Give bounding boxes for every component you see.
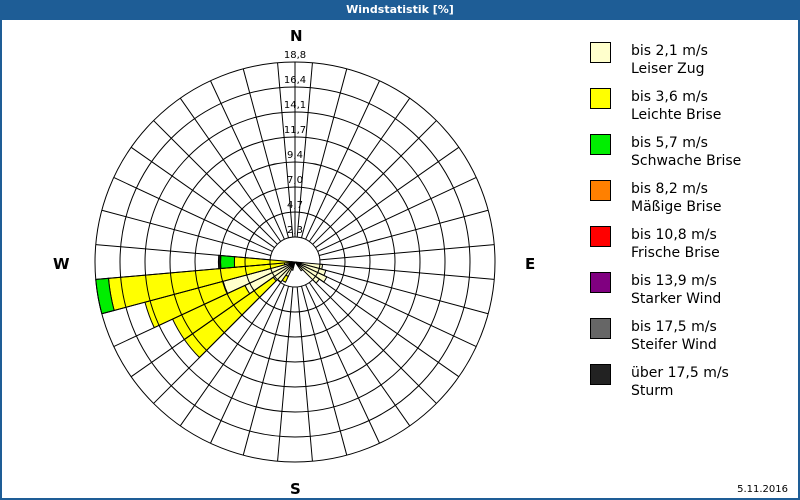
- legend-range: bis 2,1 m/s: [631, 43, 708, 59]
- grid-spoke: [179, 97, 282, 242]
- grid-spoke: [308, 97, 411, 242]
- grid-spoke: [101, 209, 271, 257]
- grid-spoke: [210, 80, 285, 240]
- radial-tick-label: 4,7: [287, 200, 303, 211]
- grid-spoke: [101, 267, 271, 315]
- grid-spoke: [300, 68, 348, 238]
- grid-spoke: [210, 284, 285, 444]
- legend-name: Schwache Brise: [631, 153, 742, 169]
- grid-spoke: [319, 209, 489, 257]
- radial-tick-label: 16,4: [284, 75, 306, 86]
- compass-north-label: N: [290, 27, 303, 45]
- date-label: 5.11.2016: [737, 484, 788, 495]
- legend-name: Leiser Zug: [631, 61, 705, 77]
- grid-spoke: [242, 286, 290, 456]
- wind-wedge: [220, 254, 236, 270]
- grid-spoke: [130, 275, 275, 378]
- legend-swatch: [590, 364, 611, 385]
- grid-spoke: [242, 68, 290, 238]
- grid-spoke: [153, 120, 278, 245]
- grid-spoke: [300, 286, 348, 456]
- grid-spoke: [113, 177, 273, 252]
- grid-spoke: [277, 62, 294, 238]
- grid-spoke: [319, 244, 495, 261]
- wind-wedge: [294, 261, 304, 272]
- radial-tick-label: 7,0: [287, 175, 303, 186]
- radial-tick-label: 9,4: [287, 150, 303, 161]
- legend-swatch: [590, 88, 611, 109]
- legend-name: Frische Brise: [631, 245, 720, 261]
- wind-rose-chart: 2,3 4,7 7,0 9,4 11,7 14,1 16,4 18,8: [94, 50, 496, 463]
- legend-range: bis 3,6 m/s: [631, 89, 708, 105]
- grid-spoke: [95, 263, 271, 280]
- grid-spoke: [317, 272, 477, 347]
- legend-swatch: [590, 180, 611, 201]
- legend-range: bis 17,5 m/s: [631, 319, 717, 335]
- legend-range: bis 13,9 m/s: [631, 273, 717, 289]
- legend-swatch: [590, 226, 611, 247]
- grid-spoke: [296, 286, 313, 462]
- legend-swatch: [590, 134, 611, 155]
- compass-east-label: E: [525, 255, 536, 273]
- grid-spoke: [179, 282, 282, 427]
- grid-spoke: [319, 267, 489, 315]
- compass-west-label: W: [53, 255, 70, 273]
- grid-spoke: [308, 282, 411, 427]
- grid-spoke: [296, 62, 313, 238]
- legend-name: Steifer Wind: [631, 337, 717, 353]
- radial-tick-label: 14,1: [284, 100, 306, 111]
- legend-swatch: [590, 318, 611, 339]
- legend-range: bis 10,8 m/s: [631, 227, 717, 243]
- radial-tick-label: 2,3: [287, 225, 303, 236]
- grid-spoke: [319, 263, 495, 280]
- legend-swatch: [590, 42, 611, 63]
- grid-spoke: [315, 146, 460, 249]
- grid-spoke: [130, 146, 275, 249]
- legend-name: Sturm: [631, 383, 674, 399]
- legend-range: bis 5,7 m/s: [631, 135, 708, 151]
- legend-name: Starker Wind: [631, 291, 722, 307]
- grid-spoke: [153, 279, 278, 404]
- grid-spoke: [315, 275, 460, 378]
- grid-spoke: [277, 286, 294, 462]
- grid-spoke: [305, 284, 380, 444]
- legend-name: Leichte Brise: [631, 107, 722, 123]
- grid-spoke: [113, 272, 273, 347]
- legend-swatch: [590, 272, 611, 293]
- window-title: Windstatistik [%]: [0, 0, 800, 20]
- radial-tick-label: 18,8: [284, 50, 306, 61]
- grid-spoke: [317, 177, 477, 252]
- compass-south-label: S: [290, 480, 301, 498]
- legend-name: Mäßige Brise: [631, 199, 722, 215]
- legend-range: über 17,5 m/s: [631, 365, 729, 381]
- grid-spoke: [312, 120, 437, 245]
- grid-spoke: [312, 279, 437, 404]
- grid-spoke: [95, 244, 271, 261]
- legend-range: bis 8,2 m/s: [631, 181, 708, 197]
- radial-tick-label: 11,7: [284, 125, 306, 136]
- grid-spoke: [305, 80, 380, 240]
